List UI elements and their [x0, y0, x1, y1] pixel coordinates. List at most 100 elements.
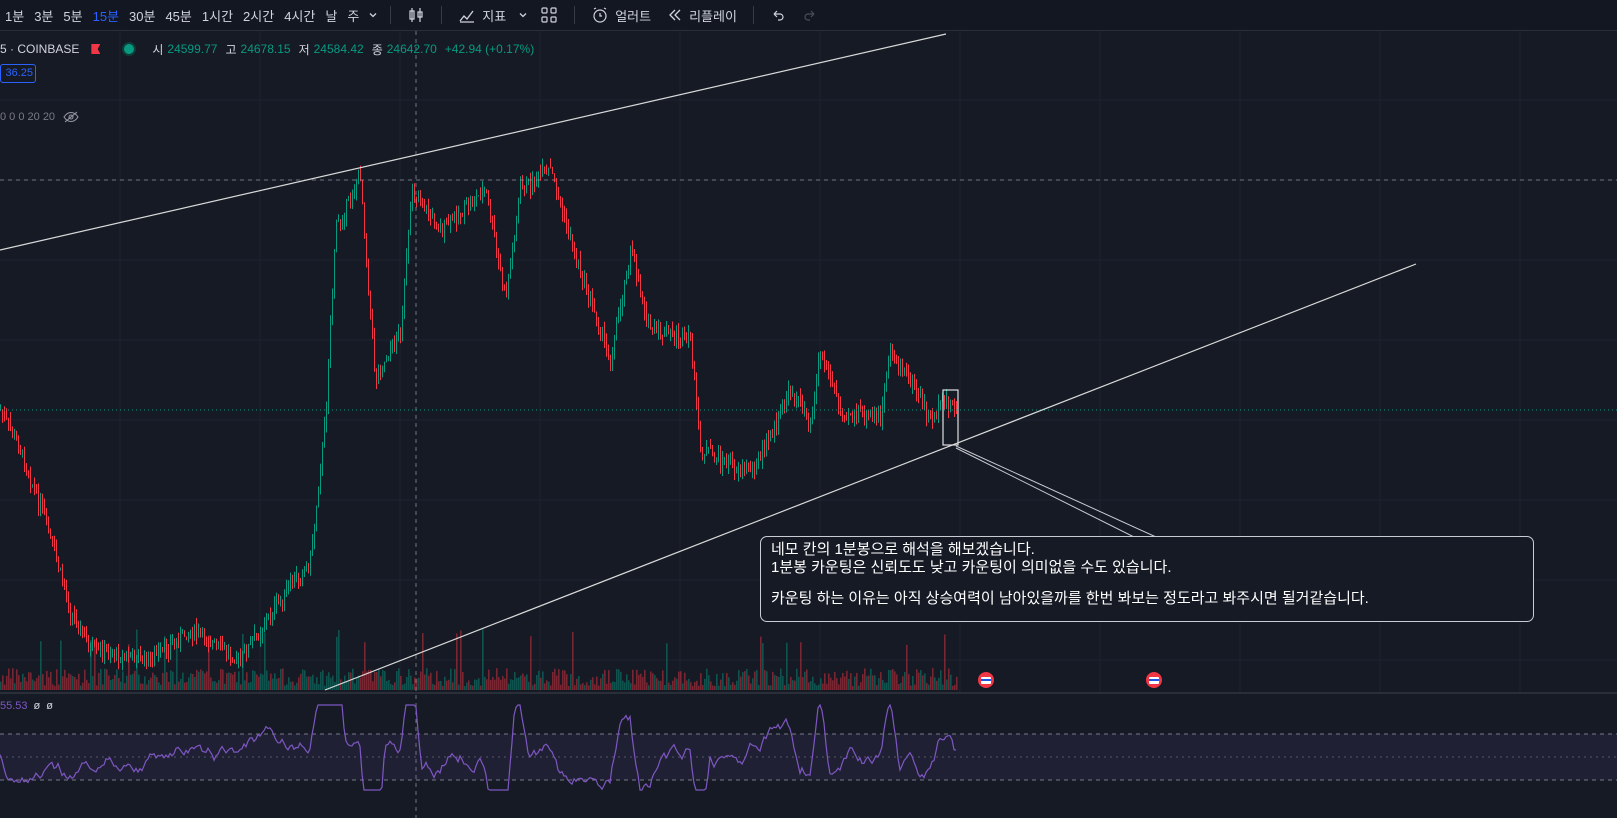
- volume-bar: [766, 671, 768, 690]
- alarm-clock-icon: [593, 7, 607, 23]
- volume-bar: [134, 670, 136, 690]
- volume-bar: [676, 678, 678, 690]
- volume-bar: [60, 640, 62, 690]
- volume-bar: [674, 677, 676, 690]
- volume-bar: [570, 674, 572, 690]
- volume-bar: [600, 678, 602, 690]
- volume-bar: [530, 636, 532, 690]
- volume-bar: [140, 683, 142, 690]
- volume-bar: [854, 676, 856, 690]
- volume-bar: [114, 675, 116, 690]
- indicators-icon: [459, 10, 475, 23]
- redo-button[interactable]: [794, 7, 826, 23]
- volume-bar: [572, 631, 574, 690]
- flag-icon[interactable]: [91, 44, 101, 54]
- volume-bar: [78, 673, 80, 690]
- symbol-name[interactable]: 5 · COINBASE: [0, 42, 80, 56]
- volume-bar: [40, 641, 42, 690]
- volume-bar: [688, 678, 690, 690]
- volume-bar: [294, 685, 296, 690]
- low-value: 24584.42: [313, 42, 364, 56]
- volume-bar: [262, 674, 264, 690]
- volume-bar: [938, 677, 940, 690]
- price-chart[interactable]: [0, 31, 1617, 818]
- volume-bar: [774, 674, 776, 690]
- indicators-button[interactable]: 지표: [450, 6, 514, 25]
- timeframe-button[interactable]: 주: [347, 8, 360, 24]
- templates-button[interactable]: [532, 6, 566, 24]
- volume-bar: [152, 672, 154, 690]
- timeframe-button[interactable]: 45분: [165, 8, 192, 24]
- volume-bar: [816, 685, 818, 690]
- volume-bar: [160, 684, 162, 690]
- volume-bar: [364, 642, 366, 690]
- volume-bar: [862, 674, 864, 690]
- volume-bar: [342, 681, 344, 690]
- volume-bar: [68, 673, 70, 690]
- undo-button[interactable]: [762, 7, 794, 23]
- volume-bar: [760, 636, 762, 690]
- volume-bar: [578, 675, 580, 690]
- volume-bar: [230, 672, 232, 690]
- volume-bar: [880, 672, 882, 690]
- volume-bar: [734, 684, 736, 690]
- economic-event-us-flag-icon[interactable]: [1146, 672, 1162, 688]
- volume-bar: [728, 677, 730, 690]
- volume-bar: [300, 673, 302, 690]
- volume-bar: [92, 676, 94, 690]
- toolbar-divider: [441, 6, 443, 24]
- volume-bar: [636, 669, 638, 690]
- volume-bar: [32, 679, 34, 690]
- volume-bar: [64, 669, 66, 690]
- volume-bar: [888, 669, 890, 690]
- volume-bar: [118, 678, 120, 690]
- candle-type-button[interactable]: [399, 6, 433, 24]
- volume-bar: [358, 675, 360, 690]
- volume-bar: [266, 670, 268, 690]
- volume-bar: [894, 671, 896, 690]
- timeframe-button[interactable]: 2시간: [243, 8, 275, 24]
- timeframe-button[interactable]: 15분: [92, 8, 120, 24]
- timeframe-button[interactable]: 4시간: [284, 8, 316, 24]
- volume-bar: [286, 684, 288, 690]
- volume-bar: [146, 684, 148, 690]
- timeframe-button[interactable]: 5분: [63, 8, 83, 24]
- timeframe-button[interactable]: 1분: [5, 8, 25, 24]
- chevron-down-icon[interactable]: [364, 10, 382, 20]
- volume-bar: [214, 681, 216, 690]
- eye-off-icon[interactable]: [63, 111, 79, 123]
- volume-bar: [742, 672, 744, 690]
- timeframe-button[interactable]: 3분: [34, 8, 54, 24]
- volume-bar: [182, 672, 184, 690]
- price-badge[interactable]: 36.25: [0, 64, 36, 83]
- volume-bar: [832, 680, 834, 690]
- volume-bar: [240, 684, 242, 690]
- volume-bar: [666, 643, 668, 690]
- volume-bar: [686, 680, 688, 690]
- volume-bar: [314, 683, 316, 690]
- volume-bar: [596, 676, 598, 690]
- volume-bar: [502, 675, 504, 690]
- volume-bar: [482, 629, 484, 690]
- chart-pane[interactable]: [0, 31, 1617, 818]
- annotation-note[interactable]: 네모 칸의 1분봉으로 해석을 해보겠습니다. 1분봉 카운팅은 신뢰도도 낮고…: [760, 536, 1534, 622]
- volume-bar: [42, 674, 44, 690]
- volume-bar: [12, 668, 14, 690]
- volume-bar: [598, 685, 600, 690]
- timeframe-button[interactable]: 30분: [129, 8, 156, 24]
- volume-bar: [308, 676, 310, 690]
- volume-bar: [708, 675, 710, 690]
- chevron-down-icon[interactable]: [514, 10, 532, 20]
- volume-bar: [24, 677, 26, 690]
- volume-bar: [556, 675, 558, 690]
- volume-bar: [400, 675, 402, 690]
- volume-bar: [248, 682, 250, 690]
- timeframe-button[interactable]: 날: [325, 8, 338, 24]
- timeframe-button[interactable]: 1시간: [201, 8, 234, 24]
- volume-bar: [858, 685, 860, 690]
- economic-event-us-flag-icon[interactable]: [978, 672, 994, 688]
- volume-bar: [652, 673, 654, 690]
- replay-button[interactable]: 리플레이: [659, 6, 745, 25]
- volume-bar: [738, 670, 740, 690]
- alert-button[interactable]: 얼러트: [583, 6, 659, 25]
